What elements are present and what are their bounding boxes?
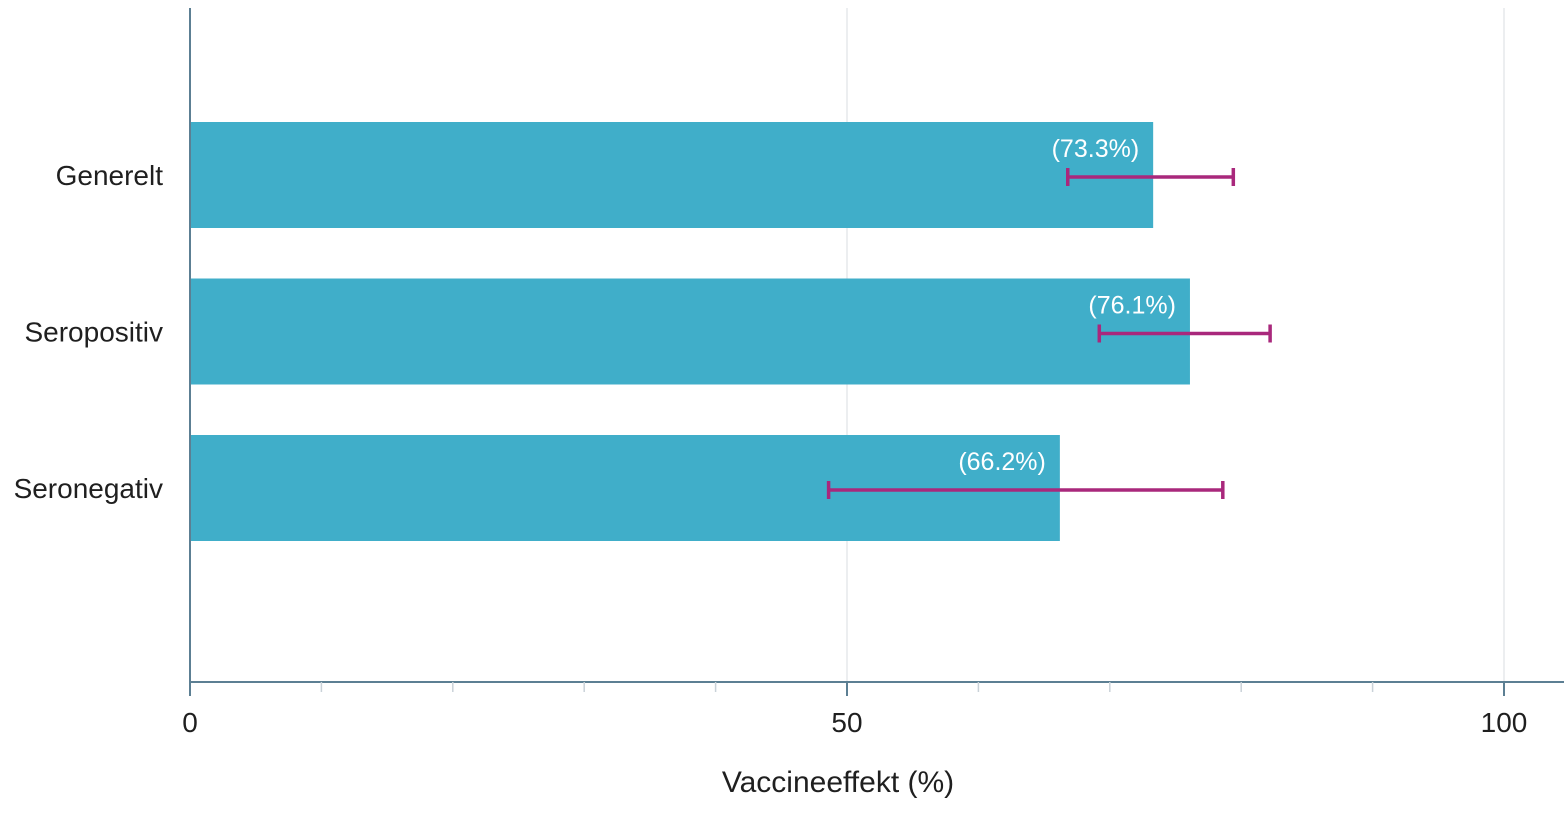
data-label-generelt: (73.3%) <box>1052 135 1140 163</box>
data-label-seropositiv: (76.1%) <box>1088 292 1176 320</box>
axes <box>189 8 1564 696</box>
labels: 0 50 100 Generelt Seropositiv Seronegativ (73.… <box>14 135 1528 738</box>
x-tick-label-100: 100 <box>1481 707 1528 738</box>
error-bars <box>826 168 1272 499</box>
x-axis-title: Vaccineeffekt (%) <box>722 766 954 799</box>
x-tick-label-50: 50 <box>831 707 862 738</box>
category-label-seronegativ: Seronegativ <box>14 473 163 504</box>
bars <box>190 122 1190 541</box>
error-bar-seropositiv <box>1097 324 1272 343</box>
bar-generelt <box>190 122 1154 228</box>
bar-seronegativ <box>190 435 1060 541</box>
error-bar-seronegativ <box>826 481 1225 499</box>
category-label-seropositiv: Seropositiv <box>24 317 163 348</box>
error-bar-generelt <box>1066 168 1236 186</box>
bar-seropositiv <box>190 278 1190 385</box>
category-label-generelt: Generelt <box>56 160 164 191</box>
data-label-seronegativ: (66.2%) <box>958 448 1046 476</box>
x-tick-label-0: 0 <box>182 707 198 738</box>
